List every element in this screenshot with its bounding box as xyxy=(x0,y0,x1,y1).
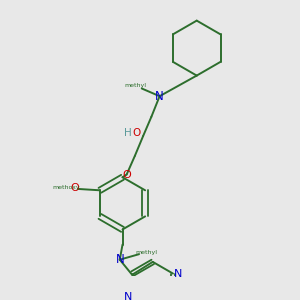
Text: O: O xyxy=(122,169,131,179)
Text: methyl: methyl xyxy=(135,250,157,255)
Text: N: N xyxy=(155,90,164,103)
Text: O: O xyxy=(132,128,140,138)
Text: H: H xyxy=(124,128,132,138)
Text: methyl: methyl xyxy=(125,83,147,88)
Text: O: O xyxy=(71,183,80,193)
Text: N: N xyxy=(123,292,132,300)
Text: N: N xyxy=(116,253,124,266)
Text: methoxy: methoxy xyxy=(52,185,80,190)
Text: N: N xyxy=(174,268,182,279)
